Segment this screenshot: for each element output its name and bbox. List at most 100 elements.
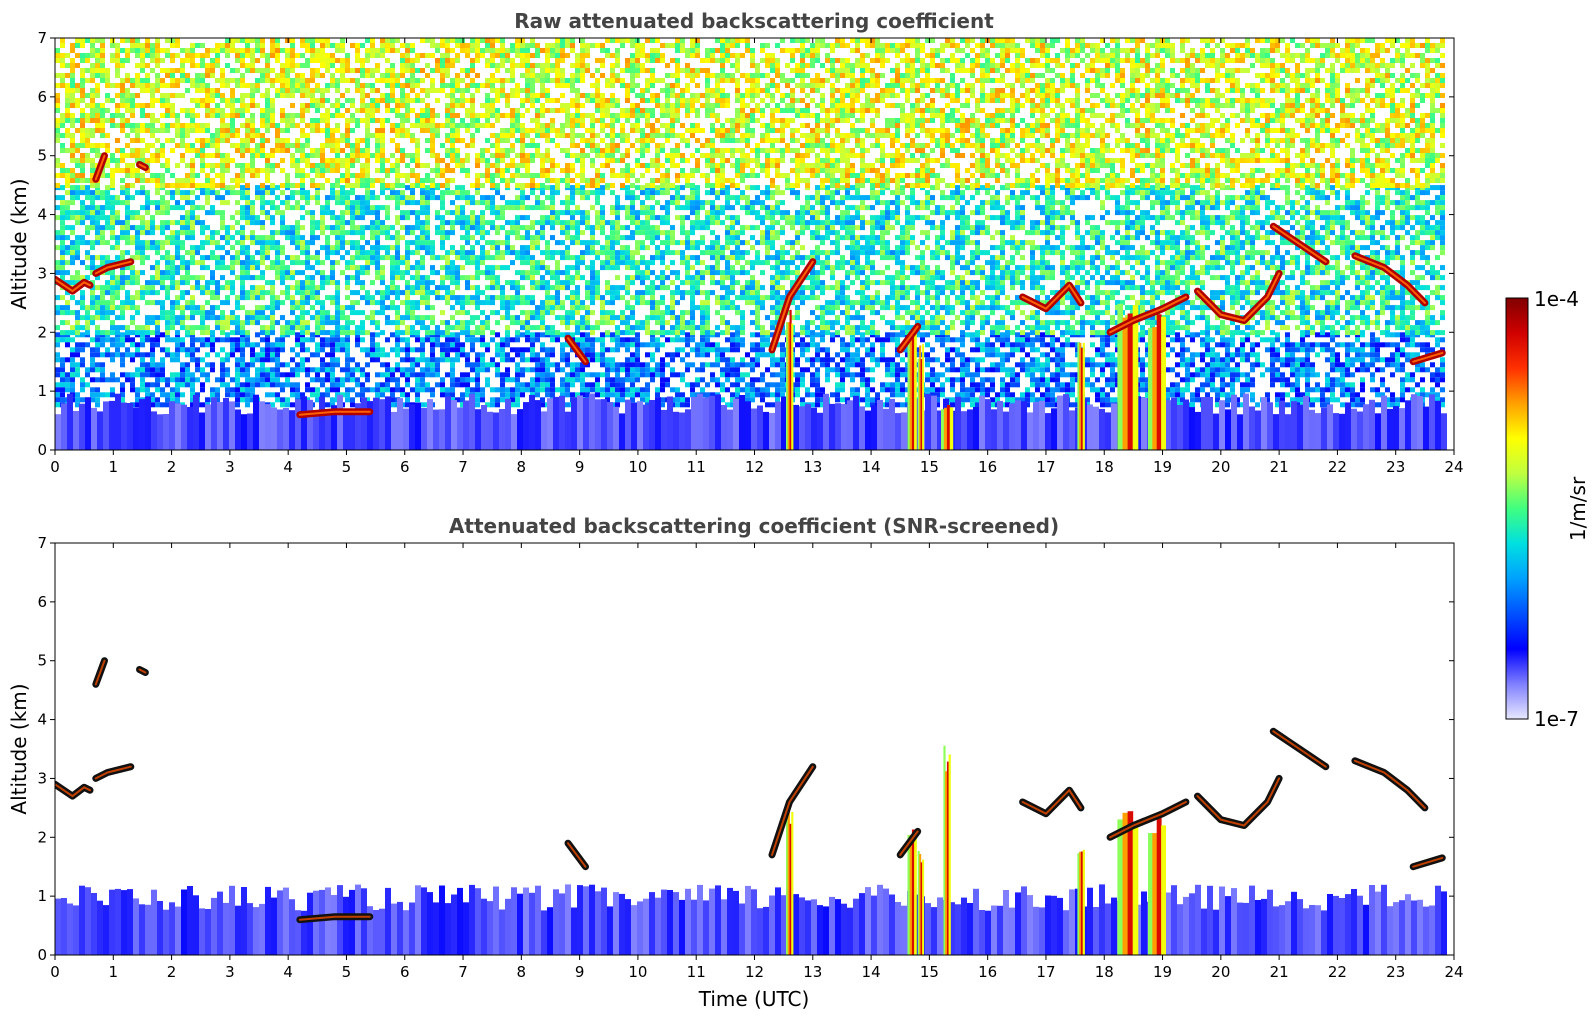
noise-cell <box>475 255 480 261</box>
noise-cell <box>1005 357 1010 363</box>
noise-cell <box>505 205 510 211</box>
noise-cell <box>1065 337 1070 343</box>
noise-cell <box>1060 342 1065 348</box>
noise-cell <box>360 325 365 331</box>
noise-cell <box>515 392 520 398</box>
noise-cell <box>425 372 430 378</box>
noise-cell <box>265 215 270 221</box>
noise-cell <box>75 402 80 408</box>
noise-cell <box>390 265 395 271</box>
noise-cell <box>530 265 535 271</box>
noise-cell <box>480 337 485 343</box>
noise-cell <box>1200 372 1205 378</box>
noise-cell <box>165 240 170 246</box>
noise-cell <box>430 280 435 286</box>
noise-cell <box>1065 342 1070 348</box>
noise-cell <box>625 377 630 383</box>
noise-cell <box>880 337 885 343</box>
noise-cell <box>665 362 670 368</box>
noise-cell <box>1245 382 1250 388</box>
noise-cell <box>160 280 165 286</box>
noise-cell <box>630 342 635 348</box>
noise-cell <box>125 352 130 358</box>
noise-cell <box>270 280 275 286</box>
noise-cell <box>415 200 420 206</box>
noise-cell <box>315 285 320 291</box>
noise-cell <box>890 392 895 398</box>
noise-cell <box>320 357 325 363</box>
noise-cell <box>55 205 60 211</box>
noise-cell <box>110 387 115 393</box>
noise-cell <box>120 387 125 393</box>
noise-cell <box>200 290 205 296</box>
noise-cell <box>270 240 275 246</box>
noise-cell <box>1330 387 1335 393</box>
noise-cell <box>220 367 225 373</box>
noise-cell <box>330 250 335 256</box>
noise-cell <box>880 382 885 388</box>
noise-cell <box>190 305 195 311</box>
noise-cell <box>675 402 680 408</box>
noise-cell <box>305 290 310 296</box>
noise-cell <box>60 392 65 398</box>
noise-cell <box>255 357 260 363</box>
noise-cell <box>175 255 180 261</box>
noise-cell <box>640 367 645 373</box>
noise-cell <box>325 362 330 368</box>
noise-cell <box>450 392 455 398</box>
noise-cell <box>450 290 455 296</box>
noise-cell <box>860 397 865 403</box>
noise-cell <box>295 342 300 348</box>
noise-cell <box>515 220 520 226</box>
noise-cell <box>190 387 195 393</box>
noise-cell <box>1350 387 1355 393</box>
noise-cell <box>100 337 105 343</box>
noise-cell <box>725 377 730 383</box>
noise-cell <box>155 275 160 281</box>
noise-cell <box>1440 387 1445 393</box>
noise-cell <box>280 230 285 236</box>
noise-cell <box>175 270 180 276</box>
noise-cell <box>245 205 250 211</box>
noise-cell <box>1375 367 1380 373</box>
noise-cell <box>565 377 570 383</box>
noise-cell <box>525 205 530 211</box>
noise-cell <box>360 337 365 343</box>
noise-cell <box>850 387 855 393</box>
noise-cell <box>100 330 105 336</box>
noise-cell <box>1225 362 1230 368</box>
noise-cell <box>510 392 515 398</box>
noise-cell <box>455 320 460 326</box>
noise-cell <box>1140 372 1145 378</box>
noise-cell <box>600 362 605 368</box>
noise-cell <box>60 295 65 301</box>
noise-cell <box>300 295 305 301</box>
noise-cell <box>70 362 75 368</box>
noise-cell <box>865 352 870 358</box>
noise-cell <box>990 367 995 373</box>
noise-cell <box>515 230 520 236</box>
noise-cell <box>95 255 100 261</box>
noise-cell <box>530 367 535 373</box>
noise-cell <box>1245 337 1250 343</box>
noise-cell <box>55 260 60 266</box>
noise-cell <box>155 387 160 393</box>
noise-cell <box>250 342 255 348</box>
noise-cell <box>270 290 275 296</box>
noise-cell <box>1095 377 1100 383</box>
noise-cell <box>480 250 485 256</box>
noise-cell <box>970 402 975 408</box>
noise-cell <box>345 280 350 286</box>
noise-cell <box>280 265 285 271</box>
noise-cell <box>595 210 600 216</box>
noise-cell <box>1360 382 1365 388</box>
noise-cell <box>1000 337 1005 343</box>
noise-cell <box>680 402 685 408</box>
noise-cell <box>460 325 465 331</box>
noise-cell <box>615 382 620 388</box>
noise-cell <box>270 315 275 321</box>
noise-cell <box>110 352 115 358</box>
noise-cell <box>560 300 565 306</box>
noise-cell <box>670 367 675 373</box>
noise-cell <box>110 270 115 276</box>
